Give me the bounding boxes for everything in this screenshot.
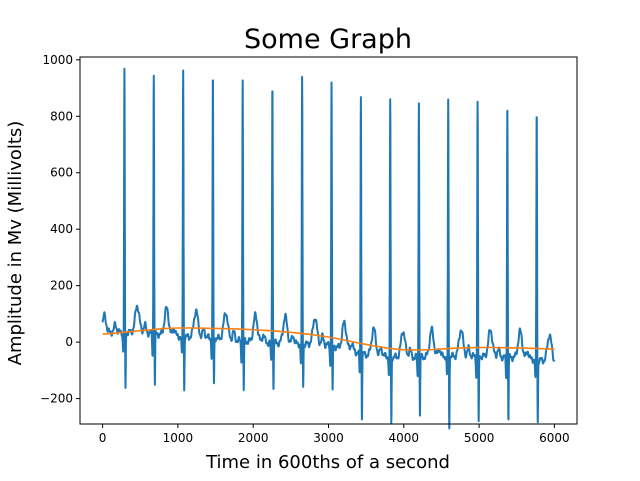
y-tick-label: 400 [50, 222, 73, 236]
y-tick-label: 200 [50, 279, 73, 293]
y-axis: −200 0 200 400 600 800 1000 [40, 53, 80, 406]
y-tick-label: 600 [50, 166, 73, 180]
y-tick-label: 0 [65, 335, 73, 349]
chart-title: Some Graph [244, 24, 412, 55]
y-axis-label: Amplitude in Mv (Millivolts) [5, 121, 26, 366]
ecg-series-line [101, 67, 556, 430]
y-tick-label: 800 [50, 109, 73, 123]
x-tick-label: 2000 [238, 431, 269, 445]
x-tick-label: 3000 [313, 431, 344, 445]
x-tick-label: 1000 [163, 431, 194, 445]
x-axis-label: Time in 600ths of a second [205, 452, 450, 473]
y-tick-label: 1000 [42, 53, 73, 67]
x-axis: 0 1000 2000 3000 4000 5000 6000 [99, 424, 570, 445]
x-tick-label: 5000 [464, 431, 495, 445]
y-tick-label: −200 [40, 392, 73, 406]
x-tick-label: 0 [99, 431, 107, 445]
x-tick-label: 4000 [389, 431, 420, 445]
trend-series-line [102, 327, 555, 351]
x-tick-label: 6000 [539, 431, 570, 445]
